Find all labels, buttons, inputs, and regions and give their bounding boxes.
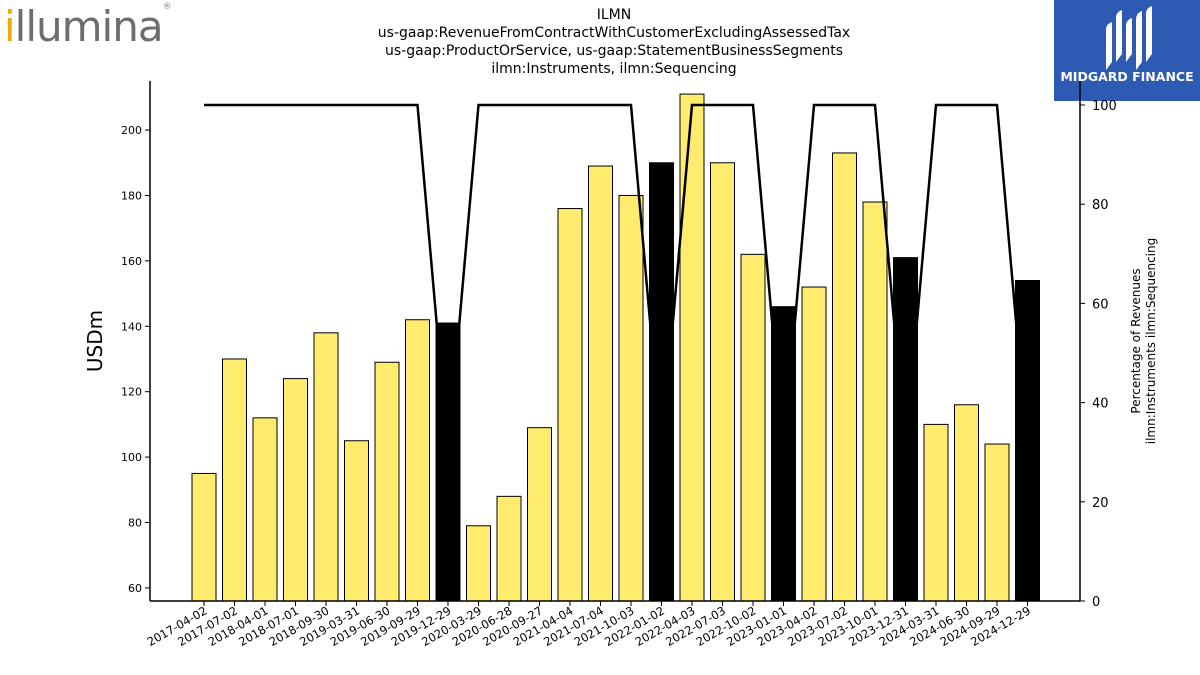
title-line-4: ilmn:Instruments, ilmn:Sequencing [491, 61, 737, 77]
y-tick-label: 80 [128, 517, 142, 530]
y-tick-label: 180 [121, 189, 142, 202]
bar [862, 201, 888, 602]
y-axis-label: USDm [83, 310, 107, 372]
y-tick-label: 120 [121, 386, 142, 399]
y2-tick-label: 20 [1092, 496, 1109, 511]
bar [984, 443, 1010, 602]
midgard-logo-icon [1106, 6, 1152, 70]
y2-tick-label: 40 [1092, 397, 1109, 412]
percentage-line [204, 103, 1029, 453]
bar [954, 404, 979, 602]
bar [618, 194, 644, 602]
y-tick-label: 200 [121, 124, 142, 137]
midgard-finance-badge: MIDGARD FINANCE [1054, 0, 1200, 101]
bar [923, 423, 949, 602]
title-line-3: us-gaap:ProductOrService, us-gaap:Statem… [384, 43, 843, 59]
bar [252, 417, 278, 602]
bar [405, 319, 430, 602]
bar [893, 257, 918, 602]
y2-tick-label: 0 [1092, 595, 1100, 610]
illumina-logo: illumina® [4, 2, 172, 51]
bar [527, 427, 552, 602]
y-tick-label: 60 [128, 582, 142, 595]
bar [679, 93, 705, 602]
bar [588, 165, 613, 602]
y2-axis-label: ilmn:Instruments ilmn:Sequencing [1144, 238, 1158, 444]
bar [191, 472, 217, 602]
bar [374, 361, 400, 602]
bar [283, 378, 308, 602]
bar [801, 286, 827, 602]
y-tick-label: 160 [121, 255, 142, 268]
y2-axis-label: Percentage of Revenues [1129, 268, 1143, 413]
y-tick-label: 140 [121, 320, 142, 333]
bar [313, 332, 339, 602]
bar [222, 358, 247, 602]
chart-title: ILMN us-gaap:RevenueFromContractWithCust… [314, 6, 914, 78]
bar [740, 253, 766, 602]
bar [649, 162, 674, 602]
y2-tick-label: 100 [1092, 99, 1117, 114]
y2-tick-label: 80 [1092, 198, 1109, 213]
bar [466, 525, 491, 602]
bar [710, 162, 735, 602]
badge-text: MIDGARD FINANCE [1060, 69, 1194, 84]
y2-tick-label: 60 [1092, 297, 1109, 312]
bar [344, 440, 369, 602]
bar [832, 152, 857, 602]
title-line-2: us-gaap:RevenueFromContractWithCustomerE… [377, 25, 851, 41]
bar [496, 495, 522, 602]
bar [557, 208, 583, 602]
title-line-1: ILMN [596, 7, 632, 23]
y-tick-label: 100 [121, 451, 142, 464]
